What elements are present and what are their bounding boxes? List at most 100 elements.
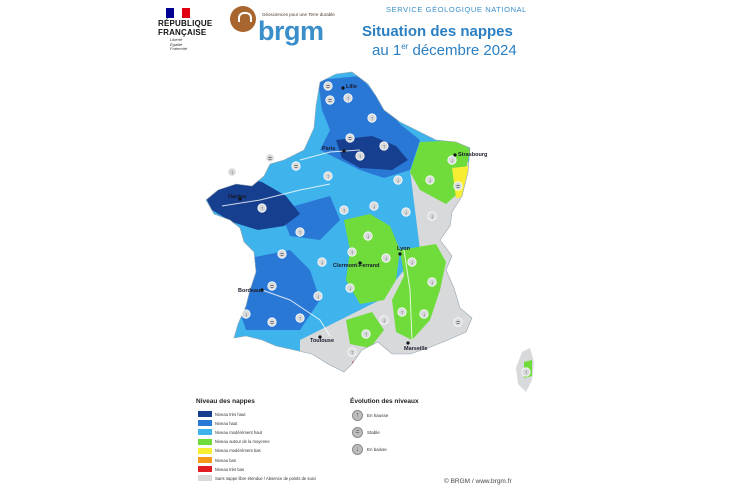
trend-marker-down-glyph: ↓ xyxy=(245,312,248,318)
legend-item: Niveau modérément haut xyxy=(198,428,262,436)
legend-label: Sans nappe libre étendue / Absence de po… xyxy=(215,475,316,481)
map-date: au 1er décembre 2024 xyxy=(372,42,517,59)
trend-marker-up xyxy=(397,307,407,317)
copyright-text: © BRGM / www.brgm.fr xyxy=(444,478,512,485)
city-label-lille: Lille xyxy=(346,84,357,90)
city-label-paris: Paris xyxy=(322,146,335,152)
city-dot-strasbourg xyxy=(453,153,457,157)
trend-marker-up xyxy=(355,151,365,161)
city-label-clermont-ferrand: Clermont-Ferrand xyxy=(333,263,379,269)
republique-motto: Liberté Égalité Fraternité xyxy=(170,37,188,52)
trend-marker-stable-glyph: = xyxy=(456,184,460,190)
brgm-wordmark: brgm xyxy=(258,16,324,46)
city-dot-clermont-ferrand xyxy=(358,261,362,265)
trend-marker-down xyxy=(419,309,429,319)
trend-marker-up xyxy=(367,113,377,123)
legend-title: Niveau des nappes xyxy=(196,398,255,405)
trend-marker-up-glyph: ↑ xyxy=(401,310,404,316)
trend-marker-down xyxy=(407,257,417,267)
trend-marker-up-glyph: ↑ xyxy=(365,332,368,338)
trend-marker-down-glyph: ↓ xyxy=(431,280,434,286)
trend-marker-down-glyph: ↓ xyxy=(397,178,400,184)
date-prefix: au 1 xyxy=(372,42,402,59)
trend-marker-up-glyph: ↑ xyxy=(351,250,354,256)
city-label-toulouse: Toulouse xyxy=(310,338,334,344)
trend-marker-down-glyph: ↓ xyxy=(317,294,320,300)
trend-marker-down xyxy=(369,201,379,211)
trend-marker-stable xyxy=(453,317,463,327)
trend-marker-down-glyph: ↓ xyxy=(383,318,386,324)
trend-marker-down-glyph: ↓ xyxy=(429,178,432,184)
city-dot-toulouse xyxy=(318,335,322,339)
trend-marker-up xyxy=(347,247,357,257)
trend-marker-down xyxy=(401,207,411,217)
legend-swatch xyxy=(198,429,212,436)
trend-marker-up-glyph: ↑ xyxy=(327,174,330,180)
trend-markers: = ↑ = ↑ = ↑ ↑ = = ↑ ↓ ↓ ↓ = ↑ ↑ ↑ ↑ ↓ ↓ ↓ = ↓ ↑ ↓ ↓ ↓ ↓ = ↓ ↓ ↑ ↓ = ↑ ↓ ↓ ↑ ↑ =… xyxy=(227,81,531,377)
city-dot-nantes xyxy=(238,197,242,201)
trend-marker-down-glyph: ↓ xyxy=(431,214,434,220)
trend-marker-up-glyph: ↑ xyxy=(261,206,264,212)
legend-label: Niveau modérément haut xyxy=(215,429,263,435)
evolution-label: Stable xyxy=(367,430,380,435)
trend-marker-up-glyph: ↑ xyxy=(359,154,362,160)
motto-fraternite: Fraternité xyxy=(170,46,188,51)
trend-marker-up xyxy=(323,171,333,181)
city-label-nantes: Nantes xyxy=(228,194,246,200)
france-territory xyxy=(206,72,472,372)
trend-marker-stable-glyph: = xyxy=(328,98,332,104)
trend-marker-down-glyph: ↓ xyxy=(451,158,454,164)
trend-marker-up xyxy=(361,329,371,339)
evolution-item: ↓ En baisse xyxy=(352,444,387,455)
trend-marker-stable xyxy=(265,153,275,163)
trend-marker-down xyxy=(313,291,323,301)
trend-marker-up-glyph: ↑ xyxy=(371,116,374,122)
city-label-marseille: Marseille xyxy=(404,346,428,352)
date-suffix: décembre 2024 xyxy=(408,42,517,59)
city-dot-paris xyxy=(342,149,346,153)
trend-marker-stable-glyph: = xyxy=(326,84,330,90)
legend-item: Niveau bas xyxy=(198,456,236,464)
trend-marker-up xyxy=(295,227,305,237)
trend-marker-up xyxy=(339,205,349,215)
trend-marker-down-glyph: ↓ xyxy=(423,312,426,318)
trend-marker-up-glyph: ↑ xyxy=(351,350,354,356)
republique-line-2: FRANÇAISE xyxy=(158,28,207,37)
evolution-title: Évolution des niveaux xyxy=(350,398,419,405)
map-title: Situation des nappes xyxy=(362,23,513,40)
trend-marker-stable-glyph: = xyxy=(456,320,460,326)
trend-marker-up xyxy=(379,141,389,151)
trend-marker-down-glyph: ↓ xyxy=(373,204,376,210)
trend-marker-up-glyph: ↑ xyxy=(299,230,302,236)
republique-line-1: RÉPUBLIQUE xyxy=(158,19,213,28)
trend-marker-down xyxy=(427,277,437,287)
trend-marker-down xyxy=(345,283,355,293)
evolution-item: = Stable xyxy=(352,427,380,438)
legend-label: Niveau haut xyxy=(215,420,238,426)
republique-francaise-logo: RÉPUBLIQUE FRANÇAISE xyxy=(158,19,212,37)
trend-marker-stable xyxy=(323,81,333,91)
legend-label: Niveau très haut xyxy=(215,411,246,417)
trend-marker-stable-glyph: = xyxy=(268,156,272,162)
legend-label: Niveau très bas xyxy=(215,466,245,472)
trend-marker-down xyxy=(425,175,435,185)
trend-marker-stable-glyph: = xyxy=(280,252,284,258)
trend-marker-stable xyxy=(453,181,463,191)
arrow-up-icon: ↑ xyxy=(352,410,363,421)
arrow-down-icon: ↓ xyxy=(352,444,363,455)
trend-marker-down xyxy=(241,309,251,319)
equals-icon: = xyxy=(352,427,363,438)
france-outline xyxy=(205,71,473,373)
motto-egalite: Égalité xyxy=(170,41,183,47)
legend-swatch xyxy=(198,466,212,473)
evolution-item: ↑ En hausse xyxy=(352,410,388,421)
legend-swatch xyxy=(198,420,212,427)
trend-marker-down-glyph: ↓ xyxy=(405,210,408,216)
trend-marker-up xyxy=(295,313,305,323)
trend-marker-stable xyxy=(291,161,301,171)
trend-marker-stable-glyph: = xyxy=(270,320,274,326)
trend-marker-down-glyph: ↓ xyxy=(349,286,352,292)
evolution-label: En baisse xyxy=(367,447,387,452)
trend-marker-down xyxy=(363,231,373,241)
